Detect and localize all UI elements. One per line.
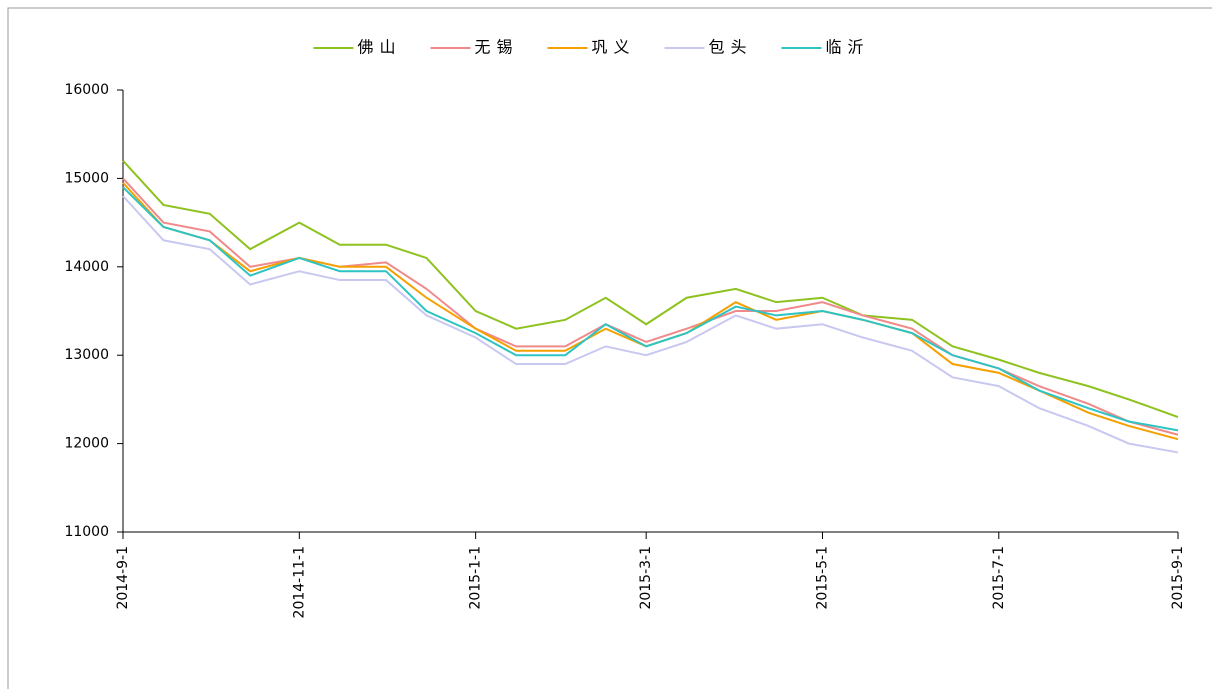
x-tick-label: 2015-5-1 bbox=[814, 546, 830, 610]
y-tick-label: 12000 bbox=[64, 436, 109, 452]
y-tick-label: 13000 bbox=[64, 347, 109, 363]
x-tick-label: 2015-9-1 bbox=[1170, 546, 1186, 610]
series-line bbox=[122, 186, 1179, 432]
series-line bbox=[122, 195, 1179, 454]
y-tick-label: 14000 bbox=[64, 259, 109, 275]
x-tick-label: 2014-11-1 bbox=[291, 546, 307, 618]
frame bbox=[7, 7, 1212, 689]
legend-label: 佛山 bbox=[358, 38, 402, 57]
y-tick-label: 15000 bbox=[64, 170, 109, 186]
y-tick-label: 11000 bbox=[64, 524, 109, 540]
series-line bbox=[122, 177, 1179, 436]
x-tick-label: 2014-9-1 bbox=[115, 546, 131, 610]
legend-label: 临沂 bbox=[826, 38, 870, 57]
legend-label: 巩义 bbox=[592, 38, 636, 57]
x-tick-label: 2015-7-1 bbox=[991, 546, 1007, 610]
x-tick-label: 2015-3-1 bbox=[638, 546, 654, 610]
legend-label: 无锡 bbox=[475, 38, 519, 57]
series-line bbox=[122, 160, 1179, 419]
x-tick-label: 2015-1-1 bbox=[468, 546, 484, 610]
legend-label: 包头 bbox=[709, 38, 753, 57]
series-line bbox=[122, 182, 1179, 441]
y-tick-label: 16000 bbox=[64, 82, 109, 98]
